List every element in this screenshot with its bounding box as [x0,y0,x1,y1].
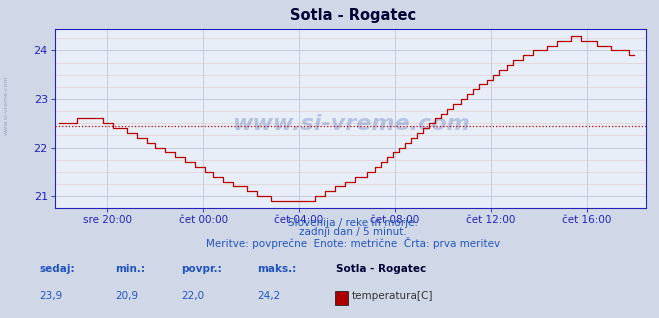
Text: zadnji dan / 5 minut.: zadnji dan / 5 minut. [299,227,407,237]
Text: maks.:: maks.: [257,264,297,274]
Text: 24,2: 24,2 [257,291,280,301]
Text: sedaj:: sedaj: [40,264,75,274]
Text: 23,9: 23,9 [40,291,63,301]
Text: Meritve: povprečne  Enote: metrične  Črta: prva meritev: Meritve: povprečne Enote: metrične Črta:… [206,237,500,249]
Text: min.:: min.: [115,264,146,274]
Text: povpr.:: povpr.: [181,264,222,274]
Text: Sotla - Rogatec: Sotla - Rogatec [336,264,426,274]
Text: Sotla - Rogatec: Sotla - Rogatec [289,8,416,23]
Text: Slovenija / reke in morje.: Slovenija / reke in morje. [287,218,418,228]
Text: temperatura[C]: temperatura[C] [352,291,434,301]
Text: www.si-vreme.com: www.si-vreme.com [3,75,9,135]
Text: www.si-vreme.com: www.si-vreme.com [232,114,469,134]
Text: 22,0: 22,0 [181,291,204,301]
Text: 20,9: 20,9 [115,291,138,301]
